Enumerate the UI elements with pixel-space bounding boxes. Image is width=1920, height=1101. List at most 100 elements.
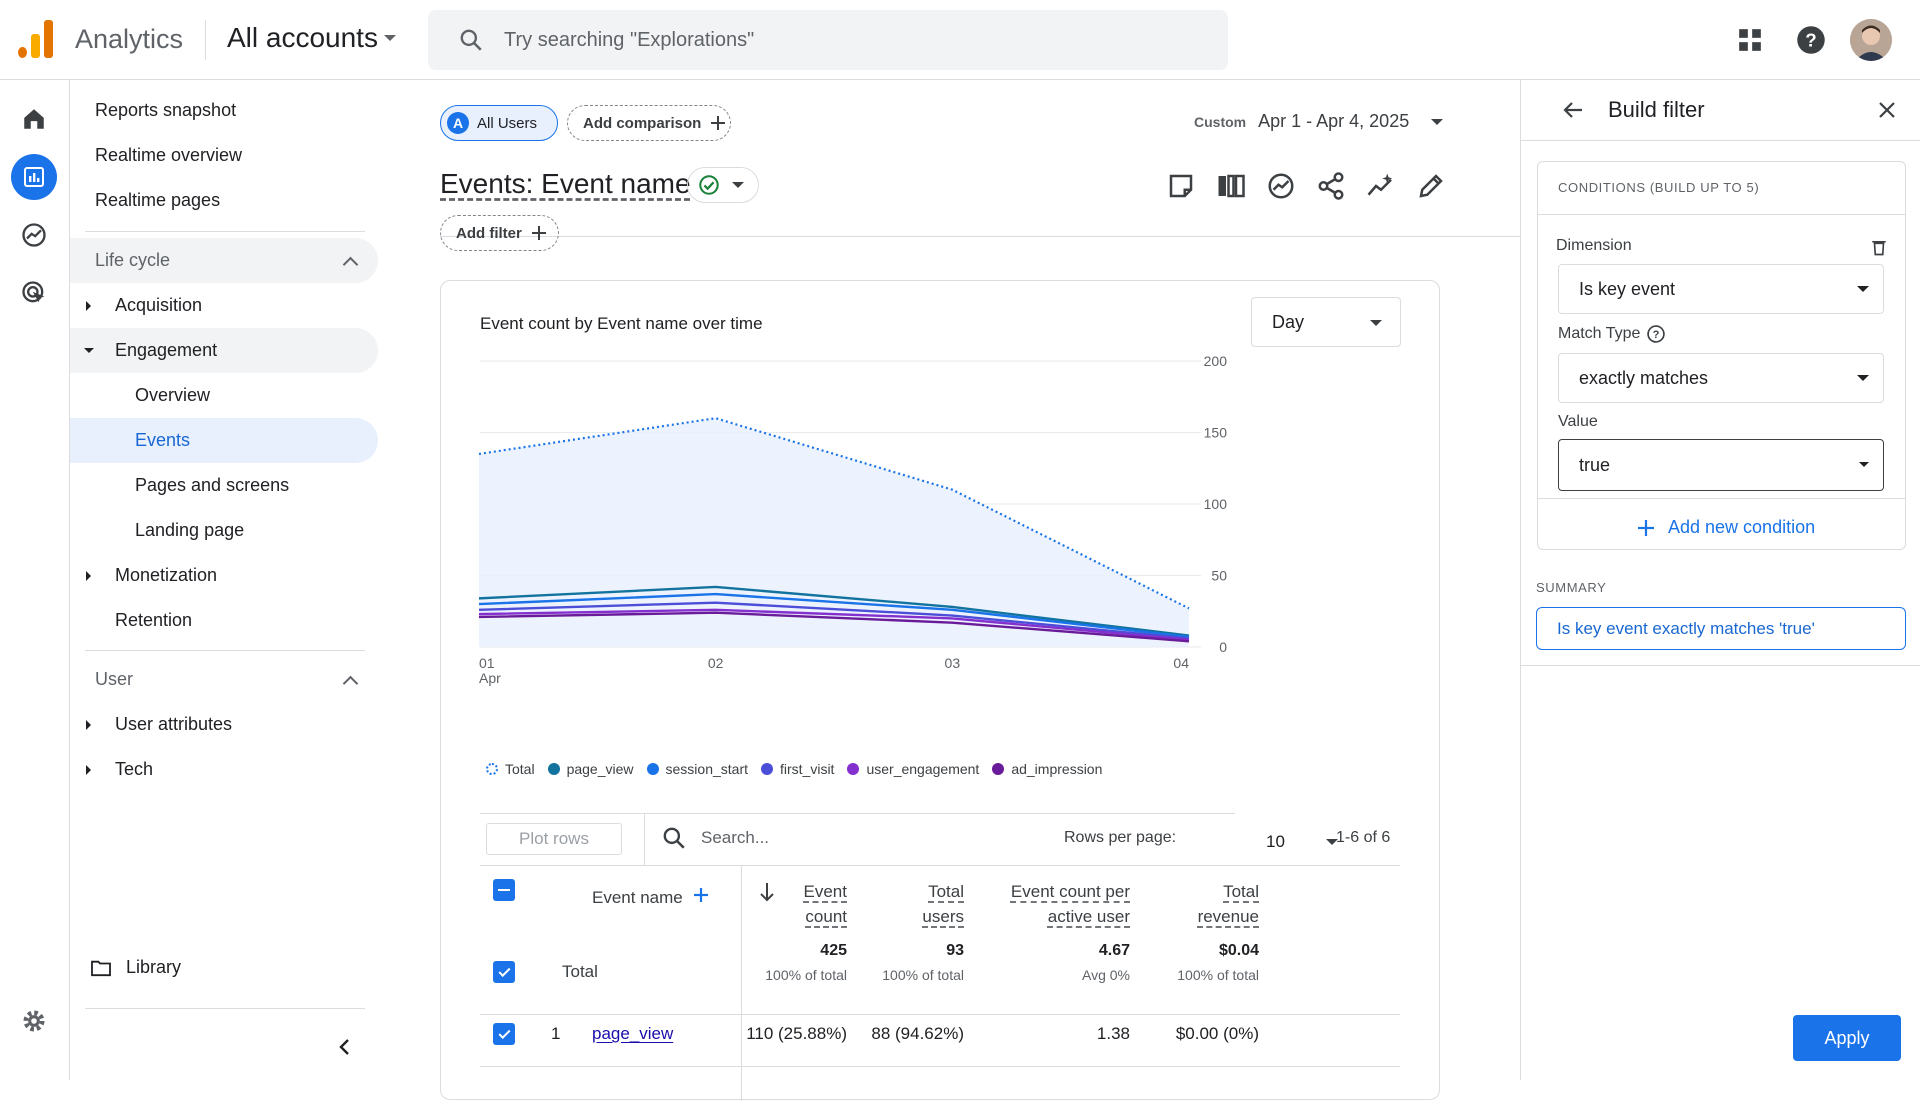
help-circle-icon[interactable]: ?	[1646, 324, 1666, 344]
main-content: A All Users Add comparison Custom Apr 1 …	[380, 80, 1520, 1101]
total-users: 93	[946, 942, 964, 959]
sidebar-item-tech[interactable]: Tech	[70, 747, 153, 792]
total-row-checkbox[interactable]	[493, 961, 515, 983]
column-header-line: active user	[1047, 907, 1130, 926]
apps-grid-icon[interactable]	[1732, 22, 1768, 58]
column-header-event-count[interactable]: Event count	[804, 879, 847, 929]
row-checkbox[interactable]	[493, 1023, 515, 1045]
sidebar-item-events[interactable]: Events	[70, 418, 378, 463]
segment-label: All Users	[477, 114, 538, 132]
add-comparison-button[interactable]: Add comparison	[567, 105, 731, 141]
column-header-line: count	[805, 907, 847, 926]
saved-report-status[interactable]	[687, 167, 759, 203]
add-filter-button[interactable]: Add filter	[440, 215, 559, 251]
column-divider	[741, 865, 742, 1101]
add-comparison-label: Add comparison	[583, 114, 702, 132]
chart-title: Event count by Event name over time	[480, 314, 763, 333]
legend-item-session-start[interactable]: session_start	[646, 761, 748, 777]
anomaly-sparkle-icon[interactable]	[1366, 171, 1396, 201]
sidebar-item-acquisition[interactable]: Acquisition	[70, 283, 202, 328]
note-icon[interactable]	[1166, 171, 1196, 201]
granularity-dropdown[interactable]: Day	[1251, 297, 1401, 347]
column-header-line: revenue	[1197, 907, 1259, 926]
account-selector[interactable]: All accounts	[227, 22, 396, 54]
expand-arrow-icon	[86, 720, 91, 730]
sidebar-item-user-attributes[interactable]: User attributes	[70, 702, 232, 747]
reports-icon[interactable]	[11, 154, 57, 200]
total-revenue: $0.04	[1218, 942, 1259, 959]
column-header-total-revenue[interactable]: Total revenue	[1198, 879, 1259, 929]
sidebar-group-user[interactable]: User	[70, 657, 378, 702]
sidebar-item-label: User attributes	[115, 714, 233, 734]
home-icon[interactable]	[11, 96, 57, 142]
segment-chip-all-users[interactable]: A All Users	[440, 105, 558, 141]
search-input[interactable]	[504, 28, 1104, 52]
sidebar-item-overview[interactable]: Overview	[135, 385, 211, 405]
legend-item-Total[interactable]: Total	[486, 761, 535, 777]
chevron-down-icon	[1370, 320, 1382, 326]
legend-item-ad-impression[interactable]: ad_impression	[992, 761, 1102, 777]
sidebar-item-library[interactable]: Library	[90, 945, 181, 990]
table-search-input[interactable]: Search...	[701, 828, 770, 847]
granularity-label: Day	[1272, 311, 1305, 332]
sidebar-item-realtime-pages[interactable]: Realtime pages	[95, 190, 221, 210]
search-bar[interactable]	[428, 10, 1228, 70]
legend-item-page-view[interactable]: page_view	[547, 761, 634, 777]
sidebar-item-pages-and-screens[interactable]: Pages and screens	[135, 475, 290, 495]
table-divider	[480, 1066, 1400, 1067]
column-header-events-per-user[interactable]: Event count per active user	[1011, 879, 1130, 929]
add-new-condition-label: Add new condition	[1668, 517, 1816, 537]
sort-descending-arrow-icon[interactable]	[757, 881, 777, 903]
legend-item-first-visit[interactable]: first_visit	[761, 761, 834, 777]
apply-button[interactable]: Apply	[1793, 1015, 1901, 1061]
row-event-count: 110 (25.88%)	[746, 1024, 847, 1043]
dimension-select[interactable]: Is key event	[1558, 264, 1884, 314]
value-select[interactable]: true	[1558, 439, 1884, 491]
toolbar-divider	[644, 813, 645, 865]
sidebar-group-lifecycle[interactable]: Life cycle	[70, 238, 378, 283]
insights-icon[interactable]	[1266, 171, 1296, 201]
sidebar-item-monetization[interactable]: Monetization	[70, 553, 217, 598]
sidebar-item-reports-snapshot[interactable]: Reports snapshot	[95, 100, 237, 120]
select-all-checkbox[interactable]	[493, 879, 515, 901]
analytics-logo-icon[interactable]	[18, 20, 54, 58]
total-events-per-user-avg: Avg 0%	[1082, 967, 1130, 983]
add-new-condition-button[interactable]: Add new condition	[1636, 517, 1815, 538]
legend-swatch	[547, 763, 560, 775]
share-icon[interactable]	[1316, 171, 1346, 201]
rows-per-page-select[interactable]: 10	[1266, 827, 1346, 857]
sidebar-item-retention[interactable]: Retention	[115, 610, 193, 630]
back-arrow-icon[interactable]	[1561, 98, 1585, 122]
settings-gear-icon[interactable]	[11, 998, 57, 1044]
add-dimension-plus-icon[interactable]	[691, 885, 711, 905]
chevron-down-icon	[1857, 286, 1869, 292]
avatar[interactable]	[1850, 19, 1892, 61]
y-tick-label: 50	[1211, 568, 1227, 584]
legend-item-user-engagement[interactable]: user_engagement	[847, 761, 979, 777]
column-header-total-users[interactable]: Total users	[922, 879, 964, 929]
help-icon[interactable]: ?	[1793, 22, 1829, 58]
plot-rows-button[interactable]: Plot rows	[486, 823, 622, 855]
advertising-icon[interactable]	[11, 270, 57, 316]
column-header-event-name[interactable]: Event name	[592, 888, 683, 907]
series-line-page-view	[478, 585, 1190, 637]
row-event-name-link[interactable]: page_view	[592, 1024, 674, 1043]
edit-pencil-icon[interactable]	[1416, 171, 1446, 201]
explore-icon[interactable]	[11, 212, 57, 258]
panel-title: Build filter	[1608, 97, 1705, 122]
delete-condition-trash-icon[interactable]	[1870, 238, 1888, 256]
sidebar-item-realtime-overview[interactable]: Realtime overview	[95, 145, 243, 165]
compare-columns-icon[interactable]	[1216, 171, 1246, 201]
match-type-select[interactable]: exactly matches	[1558, 353, 1884, 403]
chevron-down-icon	[383, 35, 396, 41]
sidebar-item-engagement[interactable]: Engagement	[70, 328, 378, 373]
date-range-picker[interactable]: Custom Apr 1 - Apr 4, 2025	[1194, 111, 1444, 132]
collapse-sidebar-chevron-icon[interactable]	[333, 1035, 357, 1059]
table-search[interactable]: Search...	[661, 825, 769, 851]
plus-icon	[711, 116, 726, 130]
sidebar-item-landing-page[interactable]: Landing page	[135, 520, 245, 540]
legend-label: user_engagement	[866, 761, 980, 777]
conditions-header	[1538, 162, 1905, 215]
close-icon[interactable]	[1875, 98, 1899, 122]
sidebar-item-label: Library	[126, 957, 182, 977]
